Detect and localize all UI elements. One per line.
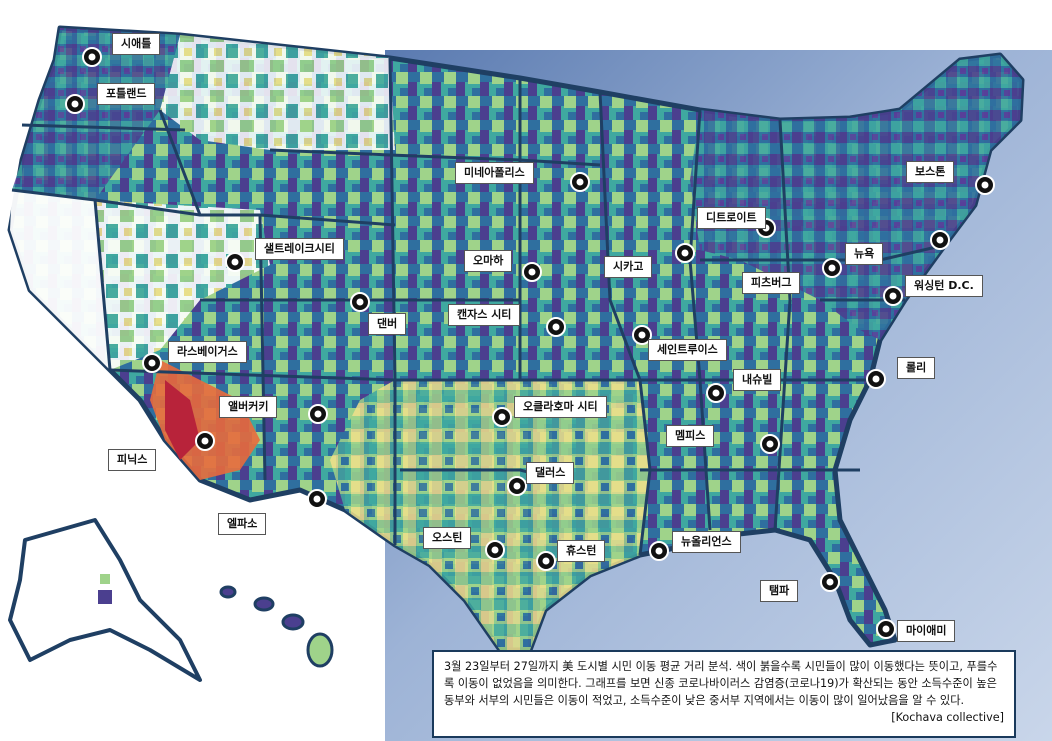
oklahoma-city-label: 오클라호마 시티 — [514, 396, 607, 418]
boston-marker-icon — [975, 175, 995, 195]
chicago-marker-icon — [675, 243, 695, 263]
seattle-marker-icon — [82, 47, 102, 67]
detroit-label: 디트로이트 — [697, 207, 766, 229]
oklahoma-city-marker-icon — [492, 407, 512, 427]
boston-label: 보스톤 — [906, 161, 955, 183]
western-region — [10, 190, 110, 370]
denver-marker-icon — [350, 292, 370, 312]
phoenix-marker-icon — [195, 431, 215, 451]
kansas-city-label: 캔자스 시티 — [448, 304, 521, 326]
new-york-label: 뉴욕 — [845, 243, 884, 265]
kansas-city-marker-icon — [546, 317, 566, 337]
salt-lake-city-label: 샐트레이크시티 — [255, 238, 344, 260]
seattle-label: 시애틀 — [112, 33, 161, 55]
southern-region — [330, 380, 650, 650]
houston-marker-icon — [536, 551, 556, 571]
new-orleans-label: 뉴올리언스 — [672, 531, 741, 553]
caption-box: 3월 23일부터 27일까지 美 도시별 시민 이동 평균 거리 분석. 색이 … — [432, 650, 1016, 738]
portland-label: 포틀랜드 — [97, 83, 156, 105]
austin-marker-icon — [485, 540, 505, 560]
alaska-highlight — [98, 590, 112, 604]
el-paso-label: 엘파소 — [218, 513, 267, 535]
minneapolis-label: 미네아폴리스 — [455, 162, 534, 184]
omaha-marker-icon — [522, 262, 542, 282]
tampa-marker-icon — [820, 572, 840, 592]
albuquerque-marker-icon — [308, 404, 328, 424]
tampa-label: 탬파 — [760, 580, 799, 602]
miami-label: 마이애미 — [897, 620, 956, 642]
pittsburgh-label: 피츠버그 — [742, 272, 801, 294]
dallas-marker-icon — [507, 476, 527, 496]
caption-text: 3월 23일부터 27일까지 美 도시별 시민 이동 평균 거리 분석. 색이 … — [444, 660, 998, 707]
washington-dc-label: 워싱턴 D.C. — [905, 275, 983, 297]
miami-marker-icon — [876, 619, 896, 639]
hawaii-islands — [219, 585, 334, 668]
houston-label: 휴스턴 — [557, 540, 606, 562]
northern-plains-region — [160, 35, 395, 150]
pacific-nw-region — [12, 28, 180, 200]
salt-lake-city-marker-icon — [225, 252, 245, 272]
alaska-highlight-2 — [100, 574, 110, 584]
albuquerque-label: 앨버커키 — [219, 396, 278, 418]
las-vegas-label: 라스베이거스 — [168, 341, 247, 363]
new-york-marker-icon — [930, 230, 950, 250]
st-louis-marker-icon — [632, 325, 652, 345]
nashville-marker-icon — [706, 383, 726, 403]
las-vegas-marker-icon — [142, 353, 162, 373]
southwest-highest — [165, 380, 200, 460]
chicago-label: 시카고 — [604, 256, 653, 278]
austin-label: 오스틴 — [423, 527, 472, 549]
st-louis-label: 세인트루이스 — [648, 339, 727, 361]
memphis-marker-icon — [760, 434, 780, 454]
denver-label: 댄버 — [368, 313, 407, 335]
raleigh-marker-icon — [866, 369, 886, 389]
washington-dc-marker-icon — [883, 286, 903, 306]
eastern-region — [690, 55, 1022, 340]
mountain-region — [95, 200, 270, 370]
omaha-label: 오마하 — [464, 250, 513, 272]
pittsburgh-marker-icon — [822, 258, 842, 278]
minneapolis-marker-icon — [570, 172, 590, 192]
el-paso-marker-icon — [307, 489, 327, 509]
portland-marker-icon — [65, 94, 85, 114]
nashville-label: 내슈빌 — [733, 369, 782, 391]
memphis-label: 멤피스 — [666, 425, 715, 447]
state-borders — [11, 57, 946, 556]
new-orleans-marker-icon — [649, 541, 669, 561]
source-credit: [Kochava collective] — [891, 711, 1004, 724]
phoenix-label: 피닉스 — [108, 449, 157, 471]
dallas-label: 댈러스 — [526, 462, 575, 484]
raleigh-label: 롤리 — [897, 357, 936, 379]
